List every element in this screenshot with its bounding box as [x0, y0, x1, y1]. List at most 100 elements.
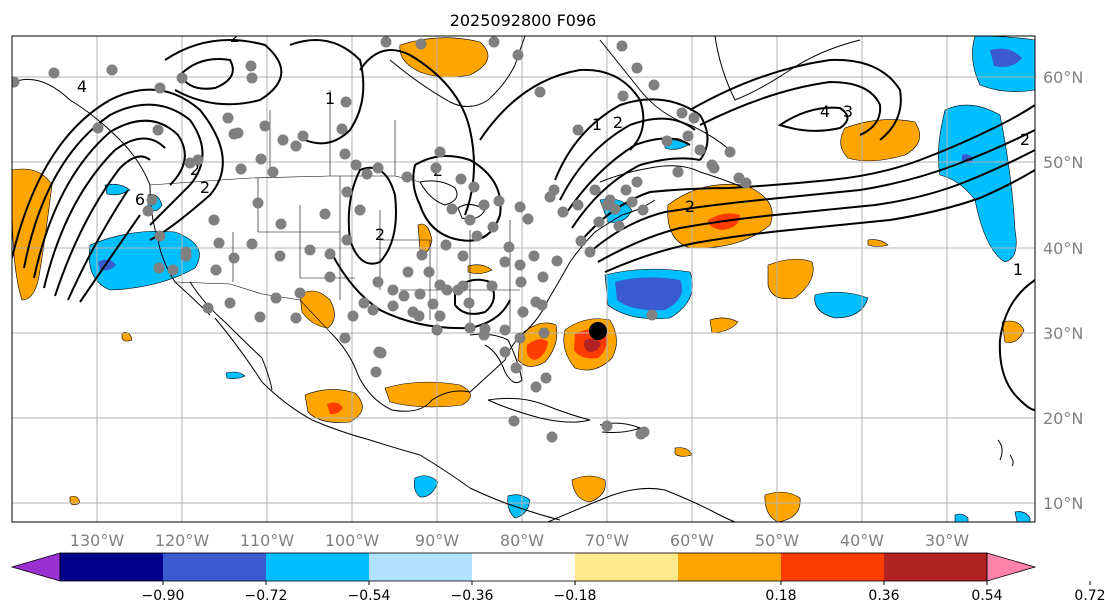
east-coast: [547, 199, 656, 301]
contour-label: 1: [592, 115, 602, 134]
station-dot: [551, 255, 563, 267]
contour-label: 3: [843, 102, 853, 121]
station-dot: [372, 276, 384, 288]
colorbar-tick-label: −0.36: [451, 588, 494, 604]
longitude-tick-label: 110°W: [240, 531, 295, 550]
positive-anomaly-region: [526, 339, 548, 360]
latitude-tick-label: 60°N: [1043, 68, 1083, 87]
contour-line: [479, 68, 645, 151]
contour-line: [581, 104, 1035, 241]
colorbar-tick-label: −0.18: [554, 588, 597, 604]
station-dot: [358, 297, 370, 309]
station-dot: [274, 250, 286, 262]
station-dot: [267, 166, 279, 178]
station-dot: [486, 280, 498, 292]
station-dot: [275, 218, 287, 230]
contour-line: [998, 279, 1035, 411]
station-dot: [246, 72, 258, 84]
longitude-tick-label: 50°W: [755, 531, 799, 550]
contour-line: [23, 103, 204, 269]
station-dot: [324, 271, 336, 283]
station-dot: [631, 176, 643, 188]
station-dot: [210, 264, 222, 276]
station-dot: [339, 148, 351, 160]
contour-label: 4: [820, 102, 830, 121]
contour-line: [559, 117, 696, 201]
colorbar-segment: [266, 553, 369, 581]
station-dot: [440, 239, 452, 251]
station-dot: [604, 194, 616, 206]
station-dot: [434, 146, 446, 158]
contour-line: [79, 214, 141, 303]
colorbar-tick-label: −0.90: [142, 588, 185, 604]
longitude-tick-label: 130°W: [70, 531, 125, 550]
positive-anomaly-region: [764, 491, 801, 522]
station-dot: [613, 220, 625, 232]
latitude-tick-label: 20°N: [1043, 409, 1083, 428]
negative-anomaly-region: [413, 475, 439, 498]
contour-line: [564, 137, 691, 216]
station-dot: [487, 221, 499, 233]
station-dot: [434, 310, 446, 322]
station-dot: [557, 206, 569, 218]
station-dot: [324, 248, 336, 260]
colorbar: [10, 552, 1037, 582]
station-dot: [499, 256, 511, 268]
station-dot: [537, 271, 549, 283]
negative-anomaly-region: [104, 183, 131, 196]
station-dot: [546, 431, 558, 443]
station-dot: [601, 420, 613, 432]
central-america-coast: [419, 454, 561, 521]
station-dot: [336, 123, 348, 135]
contour-line: [571, 157, 701, 229]
latitude-tick-label: 50°N: [1043, 153, 1083, 172]
station-dot: [631, 62, 643, 74]
station-dot: [290, 312, 302, 324]
station-dot: [153, 262, 165, 274]
station-dot: [202, 302, 214, 314]
florida-peninsula: [469, 333, 523, 384]
station-dot: [146, 194, 158, 206]
station-dot: [235, 163, 247, 175]
station-dot: [423, 266, 435, 278]
station-dot: [372, 162, 384, 174]
contour-line: [67, 189, 129, 301]
station-dot: [431, 324, 443, 336]
contour-label: 2: [230, 27, 240, 46]
station-dot: [609, 203, 621, 215]
contour-label: 2: [190, 160, 200, 179]
mexico-pacific-coast: [214, 317, 421, 456]
station-dot: [463, 297, 475, 309]
station-dot: [398, 290, 410, 302]
south-america-coast: [547, 488, 736, 522]
latitude-tick-label: 10°N: [1043, 494, 1083, 513]
station-dot: [370, 366, 382, 378]
contour-label: 2: [375, 225, 385, 244]
station-dot: [176, 72, 188, 84]
latitude-labels: 60°N 50°N 40°N 30°N 20°N 10°N: [1043, 68, 1083, 513]
longitude-tick-label: 90°W: [415, 531, 459, 550]
contour-line: [289, 39, 365, 145]
positive-anomaly-region: [1001, 320, 1025, 343]
station-dot: [593, 216, 605, 228]
contour-lines: [12, 39, 1035, 411]
longitude-tick-label: 60°W: [670, 531, 714, 550]
contour-line: [347, 166, 397, 265]
colorbar-segment: [884, 553, 987, 581]
longitude-tick-label: 70°W: [585, 531, 629, 550]
colorbar-segment: [575, 553, 678, 581]
colorbar-extend-high: [986, 552, 1037, 582]
station-dot: [468, 181, 480, 193]
station-dot: [367, 304, 379, 316]
storm-center-marker: [589, 322, 607, 340]
station-dot: [544, 191, 556, 203]
station-dot: [457, 250, 469, 262]
station-dot: [464, 214, 476, 226]
station-dot: [540, 372, 552, 384]
station-dot: [471, 230, 483, 242]
contour-line: [689, 58, 902, 141]
station-dot: [514, 259, 526, 271]
station-dot: [414, 288, 426, 300]
station-dot: [682, 130, 694, 142]
contour-line: [777, 106, 849, 132]
